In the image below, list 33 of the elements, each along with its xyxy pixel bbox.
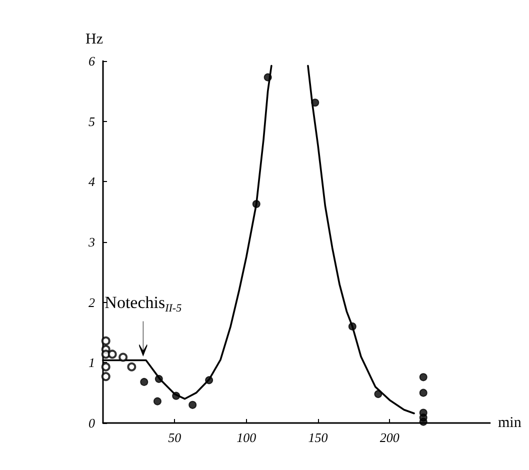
point <box>101 336 110 346</box>
y-axis-title: Hz <box>86 32 104 48</box>
y-tick-label: 6 <box>88 54 96 68</box>
x-tick-label: 200 <box>380 430 400 445</box>
point <box>252 200 260 208</box>
point <box>108 350 117 359</box>
point <box>172 392 180 400</box>
point <box>419 373 428 382</box>
y-tick-label: 3 <box>88 234 96 250</box>
x-tick-label: 100 <box>236 430 257 445</box>
point <box>205 376 214 384</box>
point <box>154 374 163 383</box>
point <box>153 397 162 406</box>
point <box>419 418 428 426</box>
point <box>118 352 128 362</box>
x-axis-title: min <box>498 415 522 431</box>
x-tick-label: 50 <box>168 430 182 445</box>
point <box>188 400 197 409</box>
point <box>348 322 356 330</box>
point <box>419 388 428 397</box>
y-tick-label: 2 <box>88 294 96 310</box>
point <box>374 390 382 398</box>
point <box>311 98 320 107</box>
point <box>127 362 136 372</box>
y-tick-label: 1 <box>88 355 95 370</box>
y-tick-label: 0 <box>88 416 96 430</box>
point <box>264 73 272 82</box>
point <box>101 372 110 382</box>
point <box>140 378 148 386</box>
x-tick-label: 150 <box>308 430 328 445</box>
y-tick-label: 5 <box>88 114 96 129</box>
y-tick-label: 4 <box>88 174 96 190</box>
point <box>101 362 110 372</box>
